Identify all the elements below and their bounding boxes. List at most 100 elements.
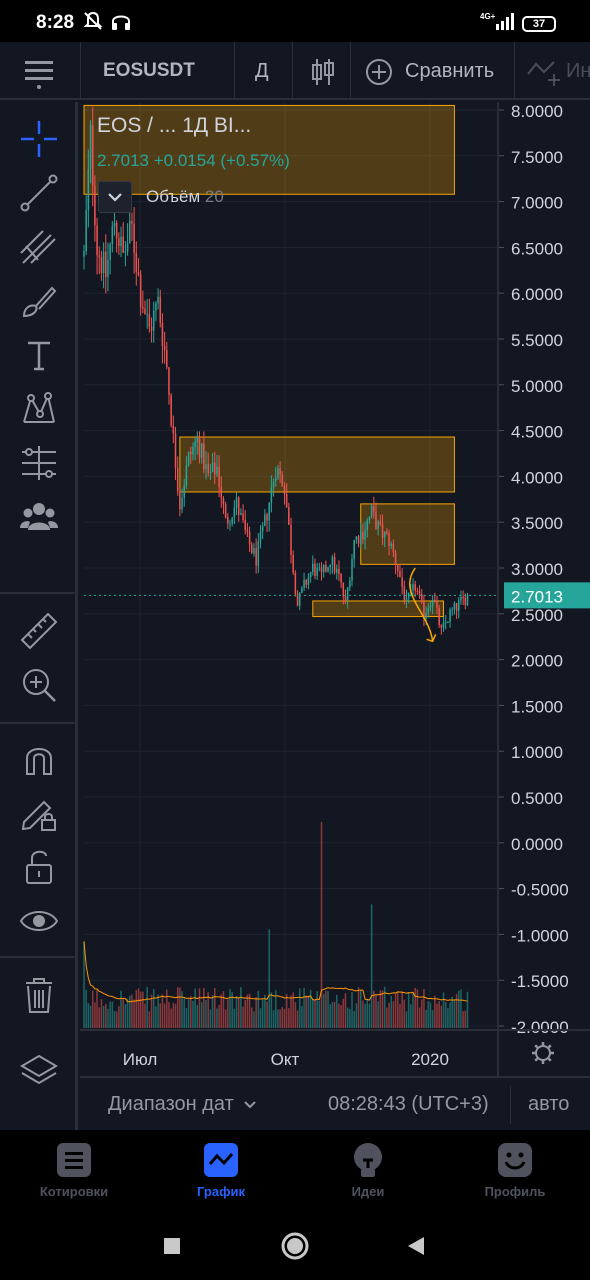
trash-icon[interactable] xyxy=(18,974,60,1016)
candle-body xyxy=(379,521,382,525)
volume-bar xyxy=(314,999,316,1028)
volume-bar xyxy=(429,1002,432,1028)
volume-bar xyxy=(137,988,140,1028)
drawn-curve xyxy=(409,567,434,642)
hamburger-menu-icon[interactable] xyxy=(24,58,54,90)
recents-icon[interactable] xyxy=(154,1228,190,1264)
legend-collapse-button[interactable] xyxy=(98,181,132,213)
candle-body xyxy=(237,497,240,515)
candle-body xyxy=(329,564,331,568)
text-icon[interactable] xyxy=(18,334,60,376)
candle-body xyxy=(338,569,340,574)
top-toolbar: EOSUSDT Д Сравнить Ин xyxy=(0,42,590,100)
volume-bar xyxy=(390,995,392,1028)
candle-body xyxy=(235,497,238,508)
pitchfork-icon[interactable] xyxy=(18,226,60,268)
auto-scale-button[interactable]: авто xyxy=(528,1093,570,1115)
x-tick-label: Июл xyxy=(123,1050,158,1069)
volume-bar xyxy=(447,1008,449,1028)
candle-body xyxy=(251,544,253,554)
candle-body xyxy=(340,573,342,583)
ruler-icon[interactable] xyxy=(18,610,60,652)
settings-icon[interactable] xyxy=(532,1042,554,1064)
candle-body xyxy=(105,251,107,278)
zoom-in-icon[interactable] xyxy=(18,664,60,706)
candle-body xyxy=(91,125,94,186)
candle-body xyxy=(261,525,264,532)
indicators-label[interactable]: Ин xyxy=(566,60,590,82)
volume-bar xyxy=(288,1008,290,1028)
price-chart[interactable]: 2.7013 8.0000 7.5000 7.0000 6.5000 6.0000 5.5… xyxy=(80,102,590,1076)
y-tick-label: 2.0000 xyxy=(511,652,563,671)
volume-bar xyxy=(172,1002,175,1028)
icons-tool-icon[interactable] xyxy=(18,496,60,538)
volume-bar xyxy=(451,996,454,1028)
tab-profile[interactable]: Профиль xyxy=(455,1142,575,1204)
volume-bar xyxy=(399,1003,401,1028)
candle-body xyxy=(150,327,153,331)
date-range-button[interactable]: Диапазон дат xyxy=(108,1093,257,1116)
back-icon[interactable] xyxy=(398,1228,434,1264)
candle-body xyxy=(272,481,275,488)
pattern-icon[interactable] xyxy=(18,388,60,430)
candle-body xyxy=(429,606,432,608)
status-bar: 8:28 4G+ 37 xyxy=(0,0,590,42)
brush-icon[interactable] xyxy=(18,280,60,322)
interval-button[interactable]: Д xyxy=(255,60,269,82)
tab-chart[interactable]: График xyxy=(161,1142,281,1204)
candle-body xyxy=(200,443,203,458)
volume-bar xyxy=(298,988,301,1028)
eye-icon[interactable] xyxy=(18,900,60,942)
candle-body xyxy=(218,466,220,487)
volume-bar xyxy=(248,993,251,1028)
candle-body xyxy=(447,621,449,623)
volume-bar xyxy=(418,1007,421,1028)
volume-bar xyxy=(329,1004,331,1028)
indicators-icon[interactable] xyxy=(526,56,562,88)
volume-bar xyxy=(316,991,318,1028)
volume-bar xyxy=(115,1011,118,1028)
volume-bar xyxy=(220,994,223,1028)
volume-bar xyxy=(392,1001,395,1028)
app-window: EOSUSDT Д Сравнить Ин xyxy=(0,42,590,1130)
volume-bar xyxy=(307,995,310,1028)
magnet-icon[interactable] xyxy=(18,738,60,780)
tab-ideas[interactable]: Идеи xyxy=(308,1142,428,1204)
candle-body xyxy=(190,451,192,455)
candlestick-icon[interactable] xyxy=(310,57,336,87)
candle-body xyxy=(179,491,181,510)
lock-drawing-icon[interactable] xyxy=(18,792,60,834)
legend-price: 2.7013 +0.0154 (+0.57%) xyxy=(97,151,290,170)
candle-body xyxy=(157,296,159,304)
volume-bar xyxy=(187,999,190,1028)
candle-body xyxy=(137,271,140,275)
candle-body xyxy=(168,367,170,396)
tab-quotes[interactable]: Котировки xyxy=(14,1142,134,1204)
layers-icon[interactable] xyxy=(18,1050,60,1092)
volume-bar xyxy=(192,1000,194,1028)
crosshair-icon[interactable] xyxy=(18,118,60,160)
clock-timezone[interactable]: 08:28:43 (UTC+3) xyxy=(328,1093,489,1115)
volume-bar xyxy=(272,1010,275,1028)
prediction-icon[interactable] xyxy=(18,442,60,484)
symbol-button[interactable]: EOSUSDT xyxy=(103,60,195,81)
candle-body xyxy=(386,531,388,534)
y-tick-label: 6.5000 xyxy=(511,239,563,258)
unlock-icon[interactable] xyxy=(18,846,60,888)
y-tick-label: 0.0000 xyxy=(511,835,563,854)
legend-title[interactable]: EOS / ... 1Д BI... xyxy=(97,114,252,137)
volume-bar xyxy=(274,990,277,1028)
trend-line-icon[interactable] xyxy=(18,172,60,214)
home-icon[interactable] xyxy=(277,1228,313,1264)
volume-bar xyxy=(229,989,231,1028)
candle-body xyxy=(390,543,392,547)
volume-bar xyxy=(246,994,249,1028)
candle-body xyxy=(394,552,397,565)
volume-study-label[interactable]: Объём 20 xyxy=(146,187,224,207)
volume-bar xyxy=(285,994,288,1028)
candle-body xyxy=(383,531,386,538)
candle-body xyxy=(440,625,443,628)
volume-bar xyxy=(213,988,216,1028)
candle-body xyxy=(416,590,419,592)
y-tick-label: -0.5000 xyxy=(511,881,569,900)
